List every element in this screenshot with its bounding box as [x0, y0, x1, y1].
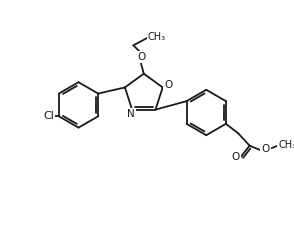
Text: O: O [231, 152, 240, 162]
Text: CH₃: CH₃ [278, 140, 294, 150]
Text: N: N [127, 109, 135, 119]
Text: O: O [164, 80, 173, 90]
Text: O: O [138, 52, 146, 62]
Text: CH₃: CH₃ [148, 32, 166, 42]
Text: Cl: Cl [43, 111, 54, 121]
Text: O: O [261, 144, 270, 154]
